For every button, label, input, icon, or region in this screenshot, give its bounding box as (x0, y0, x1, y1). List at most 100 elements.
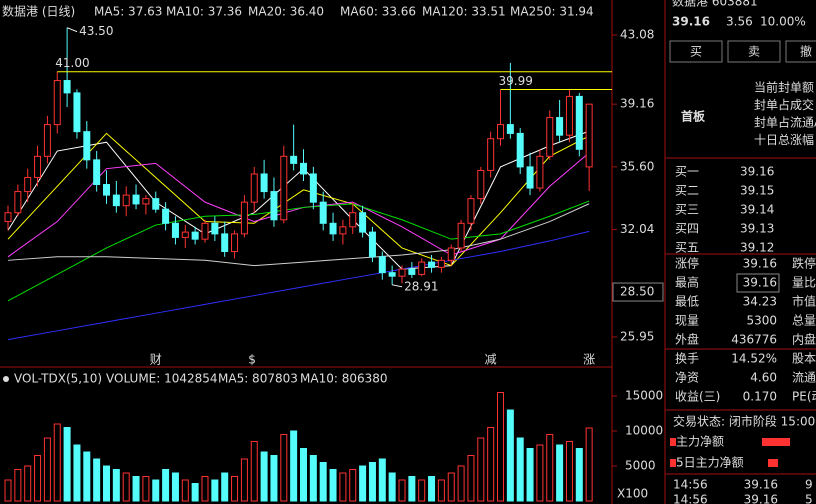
volume-bar (231, 476, 239, 502)
candle-body (477, 169, 485, 200)
candle-body (388, 272, 396, 277)
candle-body (43, 124, 51, 157)
event-marker: 减 (485, 353, 497, 367)
candle-body (83, 131, 91, 161)
stat-label: 最高 (675, 275, 699, 290)
y-tick-label: 35.60 (620, 159, 654, 173)
stat-label: 收益(三) (675, 390, 720, 404)
volume-bar (309, 455, 317, 502)
order-label: 买一 (675, 165, 699, 179)
candle-body (428, 261, 436, 268)
candle-body (368, 231, 376, 258)
volume-bar (418, 479, 426, 502)
volume-bar (585, 427, 593, 502)
y-tick-label: 5000 (625, 459, 656, 473)
volume-bar (201, 476, 209, 502)
annotation: 41.00 (55, 56, 89, 70)
button[interactable] (669, 40, 723, 63)
candle-body (556, 117, 564, 136)
volume-bar (93, 458, 101, 502)
order-price: 39.13 (740, 222, 774, 236)
volume-bar (4, 479, 12, 502)
volume-bar (290, 430, 298, 502)
board-item: 封单占流通A (754, 115, 816, 130)
candle-body (408, 268, 416, 275)
tick-vol: 9 (805, 478, 813, 492)
tick-time: 14:56 (673, 478, 708, 492)
volume-bar (408, 476, 416, 502)
annotation: 43.50 (79, 24, 113, 38)
candle-body (309, 173, 317, 203)
candle-body (63, 80, 71, 94)
stat-value: 4.60 (750, 371, 777, 385)
volume-bar (497, 392, 504, 502)
order-label: 买四 (675, 222, 699, 236)
flow-label: 主力净额 (676, 435, 724, 449)
tick-time: 14:56 (673, 493, 708, 504)
volume-bar (181, 479, 189, 502)
volume-bar (250, 441, 258, 502)
candle-body (319, 201, 327, 224)
volume-bar (53, 423, 61, 502)
stat-label: 内盘 (792, 332, 816, 347)
volume-bar (24, 465, 32, 502)
event-marker: $ (248, 353, 256, 367)
volume-unit: X100 (617, 487, 648, 501)
candle-body (467, 198, 475, 224)
tick-vol: 5 (805, 493, 813, 504)
order-price: 39.15 (740, 184, 774, 198)
candle-body (250, 173, 258, 203)
order-label: 买三 (675, 203, 699, 217)
button[interactable] (785, 40, 816, 63)
volume-bar (487, 427, 495, 502)
button-label[interactable]: 卖 (748, 45, 760, 59)
candle-body (437, 259, 445, 268)
stat-label: 总量 (792, 314, 816, 328)
annotation-pointer (392, 284, 403, 288)
y-tick-label: 15000 (625, 389, 663, 403)
stat-value: 34.23 (743, 295, 777, 309)
flow-bar (762, 438, 790, 446)
candle-body (575, 95, 583, 150)
change-pct: 10.00% (760, 15, 806, 29)
volume-bar (526, 448, 534, 502)
candle-body (152, 198, 160, 210)
flow-label: 5日主力净额 (676, 456, 744, 470)
volume-bar (329, 469, 337, 502)
y-tick-label: 43.08 (620, 28, 654, 42)
annotation: 28.91 (404, 279, 438, 293)
candle-body (585, 103, 593, 168)
stat-value: 14.52% (731, 352, 777, 366)
volume-bar (447, 472, 455, 502)
candle-body (536, 155, 544, 189)
candle-body (270, 191, 278, 221)
volume-bar (43, 437, 51, 502)
ma-line (7, 132, 590, 267)
button-label[interactable]: 撤 (800, 44, 812, 59)
candle-body (191, 231, 199, 240)
board-tag: 首板 (681, 109, 706, 124)
board-item: 当前封单额 (754, 80, 814, 95)
price: 39.16 (672, 15, 710, 29)
candle-body (457, 222, 465, 249)
volume-bar (428, 476, 436, 502)
flow-bar (768, 459, 778, 467)
stat-label: 现量 (675, 314, 699, 328)
volume-bar (162, 469, 170, 502)
stat-value: 436776 (731, 333, 777, 347)
legend-entry: MA250: 31.94 (510, 5, 594, 19)
button[interactable] (727, 40, 781, 63)
legend-entry: MA5: 807803 (218, 372, 298, 386)
button-label[interactable]: 买 (690, 45, 702, 59)
legend-entry: MA20: 36.40 (248, 5, 324, 19)
trade-status: 交易状态: 闭市阶段 15:00 (673, 414, 815, 429)
legend-entry: VOLUME: 1042854 (106, 372, 218, 386)
candle-body (201, 222, 209, 240)
volume-bar (270, 455, 278, 502)
chart-title: 数据港 (日线) (2, 4, 75, 19)
candle-body (526, 166, 534, 189)
candle-body (447, 247, 455, 261)
candle-body (359, 212, 367, 233)
volume-bar (211, 479, 219, 502)
volume-bar (477, 437, 485, 502)
